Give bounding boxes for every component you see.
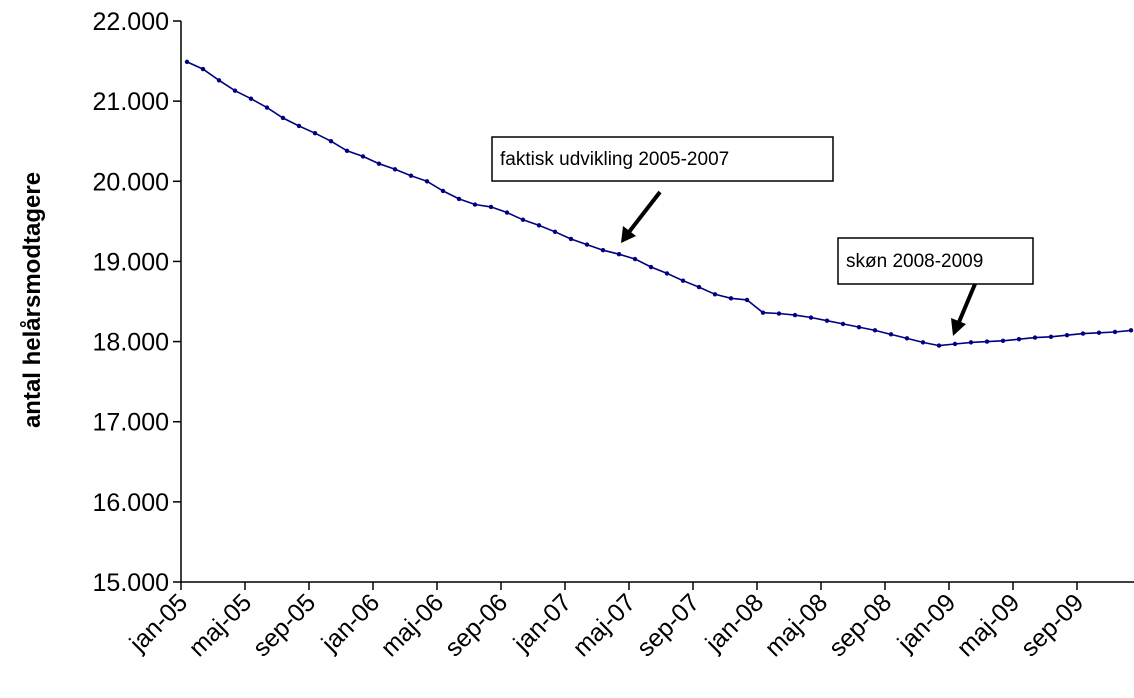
data-point (680, 278, 686, 283)
annotation-estimate: skøn 2008-2009 (837, 237, 1034, 336)
x-tick-label: maj-06 (375, 588, 449, 662)
data-point (696, 284, 702, 290)
data-point (760, 310, 766, 315)
y-tick-label: 17.000 (93, 409, 169, 437)
data-point (1096, 330, 1102, 335)
x-tick-label: maj-05 (183, 588, 257, 662)
annotation-estimate-arrow (957, 283, 977, 323)
annotation-estimate-arrowhead (951, 318, 966, 336)
annotation-actual-box (491, 136, 834, 182)
data-point (648, 264, 654, 270)
data-point (744, 297, 750, 303)
annotation-estimate-text: skøn 2008-2009 (846, 251, 983, 272)
data-point (792, 312, 798, 318)
data-point (264, 105, 270, 110)
data-point (632, 256, 638, 262)
data-point (408, 173, 414, 178)
x-tick-label: sep-08 (823, 588, 897, 662)
x-tick-label: jan-08 (700, 588, 770, 658)
data-point (456, 196, 462, 202)
data-point (1016, 336, 1022, 342)
data-point (248, 96, 254, 101)
data-point (1048, 334, 1054, 339)
data-point (1128, 328, 1134, 333)
data-point (1000, 338, 1006, 343)
data-point (376, 161, 382, 166)
data-point (200, 66, 206, 72)
annotation-actual: faktisk udvikling 2005-2007 (491, 136, 834, 243)
annotation-actual-text: faktisk udvikling 2005-2007 (500, 149, 729, 170)
data-point (1064, 332, 1070, 338)
data-point (936, 343, 942, 348)
annotation-actual-arrow (627, 190, 662, 234)
data-point (568, 236, 574, 242)
data-point (888, 332, 894, 337)
data-point (472, 202, 478, 207)
y-tick-label: 22.000 (93, 8, 169, 36)
y-tick-label: 15.000 (93, 569, 169, 597)
data-point (616, 252, 622, 257)
y-tick-label: 16.000 (93, 489, 169, 517)
data-point (296, 123, 302, 129)
data-point (552, 229, 558, 234)
data-point (1112, 329, 1118, 335)
data-point (184, 59, 190, 65)
data-point (280, 115, 286, 121)
y-axis-title: antal helårsmodtagere (19, 172, 46, 428)
data-point (344, 148, 350, 154)
x-tick-label: sep-06 (439, 588, 513, 662)
data-point (1032, 335, 1038, 340)
data-point (584, 242, 590, 247)
y-tick-label: 21.000 (93, 88, 169, 116)
data-point (424, 179, 430, 184)
x-ticks: jan-05maj-05sep-05jan-06maj-06sep-06jan-… (124, 582, 1089, 662)
data-point (536, 223, 542, 228)
data-point (216, 78, 222, 83)
data-point (728, 296, 734, 301)
y-tick-label: 20.000 (93, 168, 169, 196)
data-point (840, 321, 846, 327)
x-tick-label: sep-07 (631, 588, 705, 662)
annotation-estimate-box (837, 237, 1034, 285)
data-point (392, 167, 398, 172)
series-layer (184, 59, 1134, 348)
x-tick-label: jan-05 (124, 588, 194, 658)
data-point (712, 292, 718, 297)
x-tick-label: maj-09 (951, 588, 1025, 662)
data-point (968, 340, 974, 345)
x-tick-label: sep-09 (1015, 588, 1089, 662)
x-tick-label: maj-08 (759, 588, 833, 662)
x-tick-label: jan-06 (316, 588, 386, 658)
data-point (856, 324, 862, 330)
data-point (872, 328, 878, 333)
data-point (776, 311, 782, 316)
data-point (808, 315, 814, 320)
data-point (504, 210, 510, 215)
x-tick-label: maj-07 (567, 588, 641, 662)
data-point (952, 341, 958, 347)
data-point (664, 271, 670, 276)
y-ticks: 15.000 16.000 17.000 18.000 19.000 20.000 21.0… (93, 8, 181, 597)
data-point (488, 204, 494, 210)
x-tick-label: sep-05 (247, 588, 321, 662)
data-point (984, 339, 990, 344)
series-line (186, 61, 1132, 347)
data-point (360, 154, 366, 159)
data-point (824, 318, 830, 323)
data-point (600, 248, 606, 253)
data-point (440, 188, 446, 194)
x-tick-label: jan-09 (892, 588, 962, 658)
annotation-actual-arrowhead (621, 226, 636, 243)
data-point (232, 88, 238, 93)
data-point (312, 131, 318, 136)
data-point (520, 217, 526, 222)
data-point (328, 139, 334, 144)
y-tick-label: 19.000 (93, 248, 169, 276)
data-point (904, 336, 910, 341)
data-point (1080, 331, 1086, 336)
data-point (920, 340, 926, 345)
y-tick-label: 18.000 (93, 329, 169, 357)
x-tick-label: jan-07 (508, 588, 578, 658)
